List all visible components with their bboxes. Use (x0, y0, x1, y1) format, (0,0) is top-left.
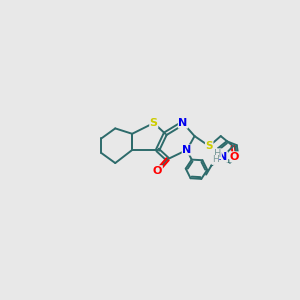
Text: N: N (218, 152, 228, 162)
Text: S: S (206, 141, 213, 151)
Text: S: S (150, 118, 158, 128)
Text: H: H (214, 149, 221, 159)
Text: N: N (178, 118, 188, 128)
Text: O: O (230, 152, 239, 162)
Text: H: H (212, 155, 219, 164)
Text: N: N (182, 145, 191, 155)
Text: O: O (153, 166, 162, 176)
